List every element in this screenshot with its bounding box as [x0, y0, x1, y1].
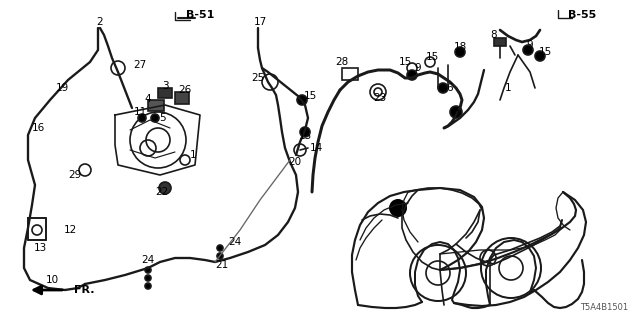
Text: FR.: FR.	[74, 285, 95, 295]
Text: 21: 21	[216, 260, 228, 270]
Text: 26: 26	[179, 85, 191, 95]
Circle shape	[438, 83, 448, 93]
Text: B-55: B-55	[568, 10, 596, 20]
Text: 12: 12	[63, 225, 77, 235]
Circle shape	[450, 106, 462, 118]
Text: 15: 15	[298, 131, 312, 141]
Circle shape	[523, 45, 533, 55]
Bar	[28, 218, 46, 240]
Circle shape	[145, 267, 151, 273]
Circle shape	[300, 127, 310, 137]
Text: 3: 3	[162, 81, 168, 91]
Circle shape	[159, 182, 171, 194]
Text: 2: 2	[97, 17, 103, 27]
Circle shape	[455, 47, 465, 57]
Circle shape	[138, 114, 146, 122]
Circle shape	[217, 245, 223, 251]
Text: 10: 10	[45, 275, 59, 285]
Text: 23: 23	[373, 93, 387, 103]
Text: 7: 7	[452, 110, 460, 120]
Text: B-51: B-51	[186, 10, 214, 20]
Circle shape	[145, 275, 151, 281]
Text: 13: 13	[33, 243, 47, 253]
Circle shape	[151, 114, 159, 122]
Bar	[158, 88, 172, 98]
Text: 27: 27	[133, 60, 147, 70]
Circle shape	[389, 199, 407, 217]
Bar	[494, 38, 506, 46]
Text: 5: 5	[159, 113, 165, 123]
Text: 18: 18	[453, 42, 467, 52]
Text: 19: 19	[56, 83, 68, 93]
Text: 15: 15	[426, 52, 438, 62]
Text: 8: 8	[491, 30, 497, 40]
Bar	[175, 92, 189, 104]
Circle shape	[297, 95, 307, 105]
Text: 28: 28	[335, 57, 349, 67]
Text: T5A4B1501: T5A4B1501	[580, 303, 628, 313]
Circle shape	[145, 283, 151, 289]
Text: 1: 1	[189, 150, 196, 160]
Text: 24: 24	[141, 255, 155, 265]
Text: 6: 6	[447, 83, 453, 93]
Circle shape	[535, 51, 545, 61]
Circle shape	[217, 253, 223, 259]
Text: 24: 24	[228, 237, 242, 247]
Text: 16: 16	[31, 123, 45, 133]
Text: 9: 9	[527, 40, 533, 50]
Bar	[342, 68, 358, 80]
Text: 17: 17	[253, 17, 267, 27]
Text: 15: 15	[303, 91, 317, 101]
Text: 20: 20	[289, 157, 301, 167]
Text: 14: 14	[309, 143, 323, 153]
Text: 22: 22	[156, 187, 168, 197]
Bar	[148, 100, 164, 111]
Text: 4: 4	[145, 94, 151, 104]
Circle shape	[407, 70, 417, 80]
Text: 29: 29	[68, 170, 82, 180]
Text: 1: 1	[505, 83, 511, 93]
Text: 15: 15	[398, 57, 412, 67]
Text: 25: 25	[252, 73, 264, 83]
Text: 9: 9	[415, 63, 421, 73]
Text: 11: 11	[133, 107, 147, 117]
Text: 15: 15	[538, 47, 552, 57]
